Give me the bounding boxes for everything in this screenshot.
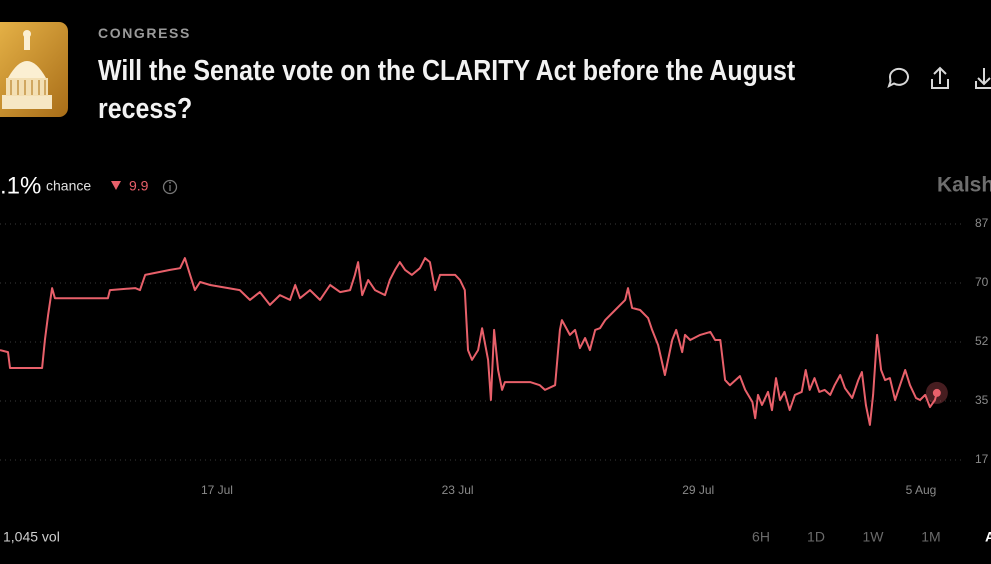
x-tick-label: 29 Jul <box>682 483 714 497</box>
x-tick-label: 23 Jul <box>442 483 474 497</box>
change-arrow <box>111 181 121 190</box>
change: 9.9 <box>129 178 149 194</box>
y-tick-label: 17 <box>975 452 989 466</box>
current-point <box>932 388 941 397</box>
y-tick-label: 35 <box>975 393 989 407</box>
y-tick-label: 52 <box>975 334 989 348</box>
y-tick-label: 70 <box>975 275 989 289</box>
y-tick-label: 87 <box>975 216 989 230</box>
info-button[interactable] <box>162 179 178 195</box>
x-tick-label: 17 Jul <box>201 483 233 497</box>
probability-label: chance <box>46 178 91 194</box>
comment-button[interactable] <box>887 67 909 88</box>
x-tick-label: 5 Aug <box>906 483 937 497</box>
volume: 1,045 vol <box>3 529 60 545</box>
market-title: Will the Senate vote on the CLARITY Act … <box>98 55 796 125</box>
probability: .1% <box>0 172 41 199</box>
download-button[interactable] <box>975 68 991 89</box>
category: CONGRESS <box>98 25 191 41</box>
range-button[interactable]: 1D <box>807 529 825 545</box>
brand: Kalsh <box>937 174 991 197</box>
range-button[interactable]: 1W <box>863 529 885 545</box>
range-button[interactable]: 1M <box>921 529 940 545</box>
price-line <box>0 257 938 426</box>
market-icon <box>0 22 68 117</box>
share-button[interactable] <box>931 66 949 89</box>
range-button[interactable]: 6H <box>752 529 770 545</box>
range-button[interactable]: Al <box>985 529 991 545</box>
